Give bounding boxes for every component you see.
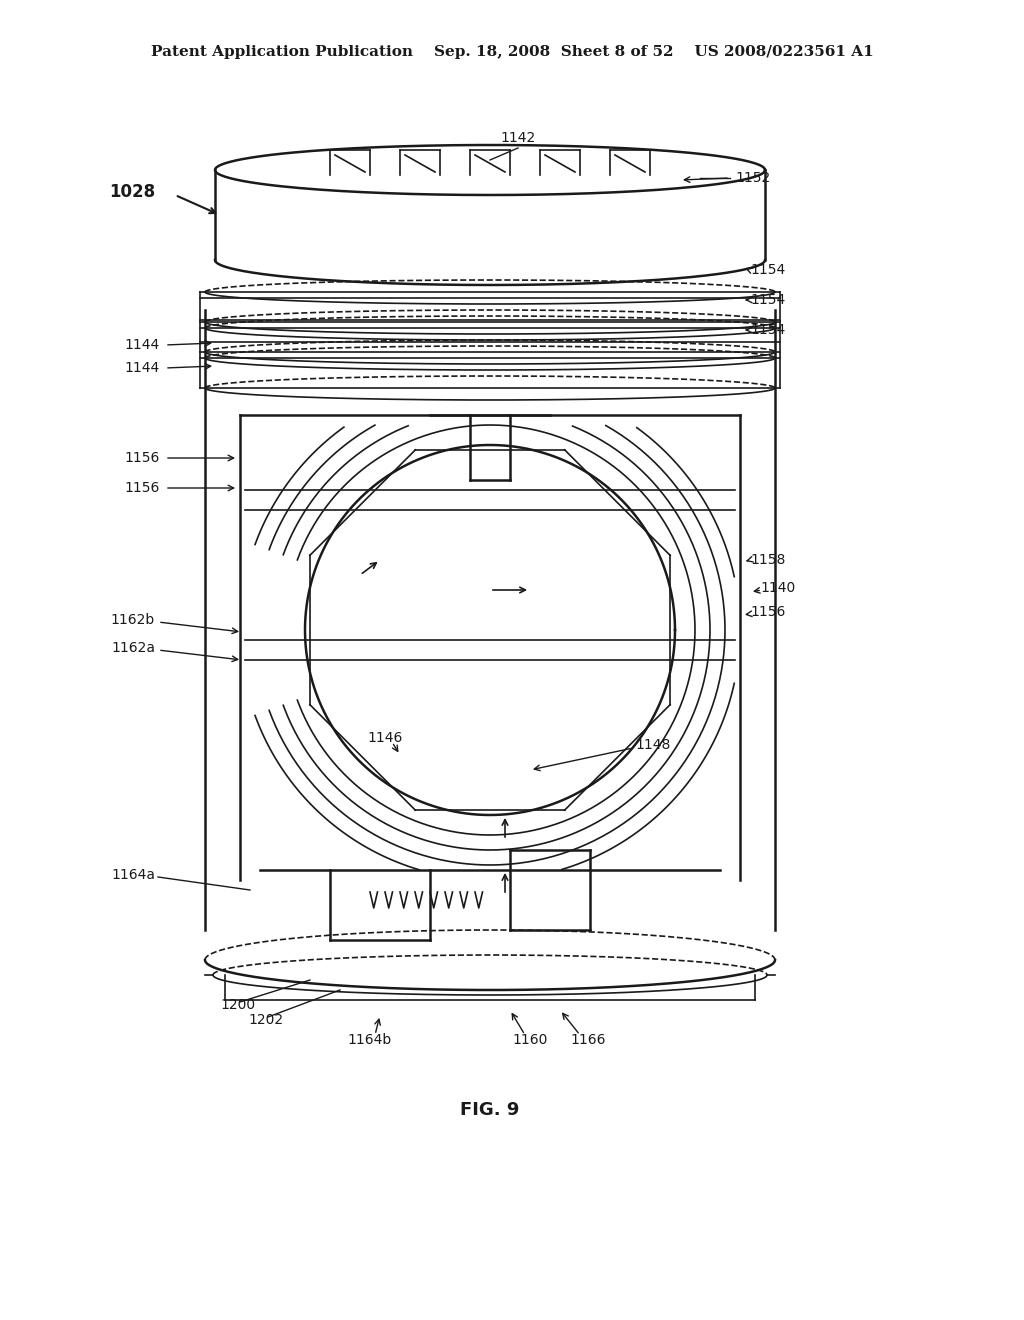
Text: 1164b: 1164b: [348, 1034, 392, 1047]
Text: 1162b: 1162b: [111, 612, 155, 627]
Text: 1144: 1144: [125, 338, 160, 352]
Text: FIG. 9: FIG. 9: [461, 1101, 520, 1119]
Text: 1148: 1148: [635, 738, 671, 752]
Text: 1162a: 1162a: [111, 642, 155, 655]
Text: 1028: 1028: [109, 183, 155, 201]
Text: 1152: 1152: [735, 172, 770, 185]
Text: 1156: 1156: [125, 480, 160, 495]
Text: 1140: 1140: [760, 581, 796, 595]
Text: 1166: 1166: [570, 1034, 606, 1047]
Text: 1164a: 1164a: [111, 869, 155, 882]
Text: 1154: 1154: [750, 323, 785, 337]
Text: Patent Application Publication    Sep. 18, 2008  Sheet 8 of 52    US 2008/022356: Patent Application Publication Sep. 18, …: [151, 45, 873, 59]
Text: 1142: 1142: [501, 131, 536, 145]
Text: 1146: 1146: [368, 731, 402, 744]
Text: 1144: 1144: [125, 360, 160, 375]
Text: 1154: 1154: [750, 263, 785, 277]
Text: 1156: 1156: [750, 605, 785, 619]
Text: 1202: 1202: [248, 1012, 283, 1027]
Text: 1160: 1160: [512, 1034, 548, 1047]
Text: 1158: 1158: [750, 553, 785, 568]
Text: 1156: 1156: [125, 451, 160, 465]
Text: 1200: 1200: [220, 998, 255, 1012]
Text: 1154: 1154: [750, 293, 785, 308]
